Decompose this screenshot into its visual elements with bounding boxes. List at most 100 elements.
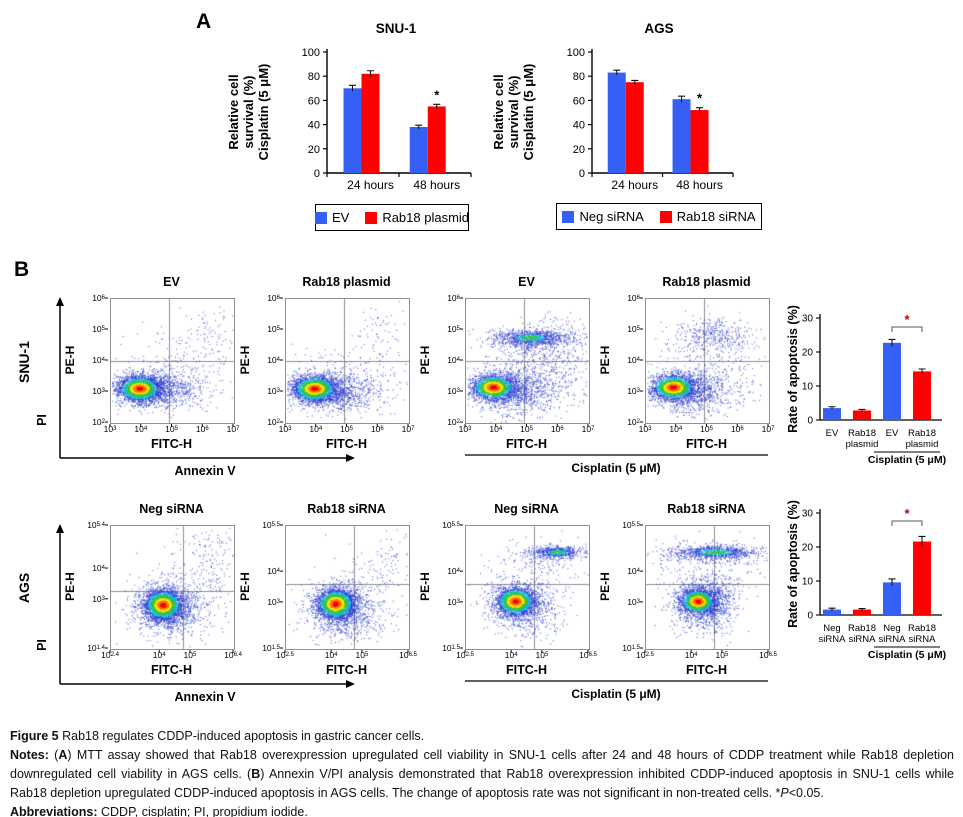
legend-label: Rab18 plasmid	[382, 210, 470, 225]
figure-caption: Figure 5 Rab18 regulates CDDP-induced ap…	[10, 727, 954, 817]
caption-bold-text: Notes:	[10, 748, 49, 762]
flow-y-tick-label: 104	[627, 355, 640, 365]
flow-x-tick-label: 106	[730, 424, 744, 434]
flow-y-tick-label: 106	[92, 293, 105, 303]
flow-scatter-plot	[285, 525, 410, 650]
flow-y-tick-label: 103	[627, 386, 640, 396]
flow-x-tick-label: 105	[165, 424, 178, 434]
flow-y-tick-label: 102	[267, 417, 280, 427]
flow-x-tick-label: 105	[535, 650, 549, 660]
flow-y-tick-label: 103	[447, 386, 460, 396]
panel-a-label: A	[196, 10, 212, 33]
caption-abbreviations: Abbreviations: CDDP, cisplatin; PI, prop…	[10, 803, 954, 817]
legend-item: EV	[314, 210, 350, 225]
flow-scatter-plot	[645, 525, 770, 650]
flow-x-tick-label: 103	[638, 424, 652, 434]
flow-x-tick-label: 106.5	[759, 650, 777, 660]
flow-x-tick-label: 102.4	[101, 650, 119, 660]
caption-text: ) Annexin V/PI analysis demonstrated tha…	[10, 767, 954, 800]
flow-y-tick-label: 104	[92, 563, 105, 574]
mtt-legend: EV Rab18 plasmid	[314, 204, 469, 231]
flow-x-tick-label: 106	[370, 424, 384, 434]
flow-x-tick-label: 107	[401, 424, 415, 434]
flow-y-tick-label: 105.5	[622, 520, 640, 530]
legend-item: Rab18 siRNA	[659, 209, 756, 224]
flow-x-tick-label: 105	[183, 650, 197, 660]
legend-swatch	[562, 210, 575, 223]
caption-text: ) MTT assay showed that Rab18 overexpres…	[10, 748, 955, 781]
flow-x-tick-label: 106.4	[224, 650, 242, 660]
caption-bold-text: A	[58, 748, 68, 762]
flow-x-tick-label: 104	[669, 424, 683, 434]
flow-scatter-plot	[285, 298, 410, 424]
flow-y-tick-label: 105.5	[262, 520, 280, 530]
caption-notes: Notes: (A) MTT assay showed that Rab18 o…	[10, 746, 954, 803]
flow-x-tick-label: 102.5	[636, 650, 654, 660]
flow-x-tick-label: 104	[504, 650, 518, 660]
caption-text: P	[780, 786, 789, 800]
flow-y-tick-label: 104	[92, 355, 105, 365]
flow-y-tick-label: 104	[447, 355, 460, 365]
legend-swatch	[314, 211, 327, 224]
flow-x-tick-label: 104	[324, 650, 338, 660]
flow-x-tick-label: 103	[458, 424, 472, 434]
flow-y-tick-label: 103	[92, 386, 105, 396]
flow-y-tick-label: 103	[267, 596, 280, 607]
flow-x-tick-label: 103	[103, 424, 117, 434]
caption-bold-text: Figure 5	[10, 729, 63, 743]
legend-swatch	[365, 211, 378, 224]
flow-y-tick-label: 105	[267, 324, 280, 334]
flow-x-tick-label: 105	[355, 650, 369, 660]
legend-label: Neg siRNA	[579, 209, 644, 224]
flow-scatter-plot	[465, 525, 590, 650]
flow-y-tick-label: 106	[447, 293, 460, 303]
caption-text: <0.05.	[788, 786, 824, 800]
flow-y-tick-label: 104	[267, 566, 280, 577]
legend-item: Rab18 plasmid	[365, 210, 469, 225]
flow-x-tick-label: 107	[581, 424, 595, 434]
flow-x-tick-label: 106	[550, 424, 564, 434]
caption-bold-text: Abbreviations:	[10, 805, 98, 817]
flow-x-tick-label: 105	[520, 424, 533, 434]
flow-x-tick-label: 103	[278, 424, 292, 434]
flow-y-tick-label: 105	[92, 324, 105, 334]
mtt-legend: Neg siRNA Rab18 siRNA	[556, 203, 762, 230]
flow-y-tick-label: 103	[627, 596, 640, 607]
flow-y-tick-label: 101.5	[262, 643, 280, 653]
flow-y-tick-label: 104	[447, 566, 460, 577]
flow-y-tick-label: 105.4	[87, 520, 105, 530]
flow-x-tick-label: 104	[134, 424, 148, 434]
flow-y-tick-label: 105	[447, 324, 460, 334]
flow-x-tick-label: 106.5	[579, 650, 597, 660]
flow-x-tick-label: 104	[309, 424, 323, 434]
flow-y-tick-label: 103	[267, 386, 280, 396]
flow-x-tick-label: 107	[226, 424, 240, 434]
flow-x-tick-label: 105	[715, 650, 729, 660]
flow-y-tick-label: 104	[267, 355, 280, 365]
caption-title: Figure 5 Rab18 regulates CDDP-induced ap…	[10, 727, 954, 746]
flow-y-tick-label: 105	[627, 324, 640, 334]
flow-y-tick-label: 103	[92, 593, 105, 604]
panel-b-label: B	[14, 258, 30, 281]
flow-x-tick-label: 105	[340, 424, 353, 434]
flow-y-tick-label: 101.4	[87, 643, 105, 653]
flow-x-tick-label: 104	[152, 650, 166, 660]
flow-x-tick-label: 104	[489, 424, 503, 434]
flow-x-tick-label: 107	[761, 424, 775, 434]
flow-x-tick-label: 102.5	[276, 650, 294, 660]
flow-y-tick-label: 102	[447, 417, 460, 427]
flow-y-tick-label: 102	[92, 417, 105, 427]
legend-swatch	[659, 210, 672, 223]
legend-label: Rab18 siRNA	[676, 209, 756, 224]
flow-x-tick-label: 102.5	[456, 650, 474, 660]
caption-text: (	[48, 748, 59, 762]
flow-x-tick-label: 104	[684, 650, 698, 660]
legend-label: EV	[331, 210, 350, 225]
legend-item: Neg siRNA	[562, 209, 644, 224]
caption-bold-text: B	[251, 767, 261, 781]
flow-x-tick-label: 105	[700, 424, 713, 434]
flow-y-tick-label: 104	[627, 566, 640, 577]
